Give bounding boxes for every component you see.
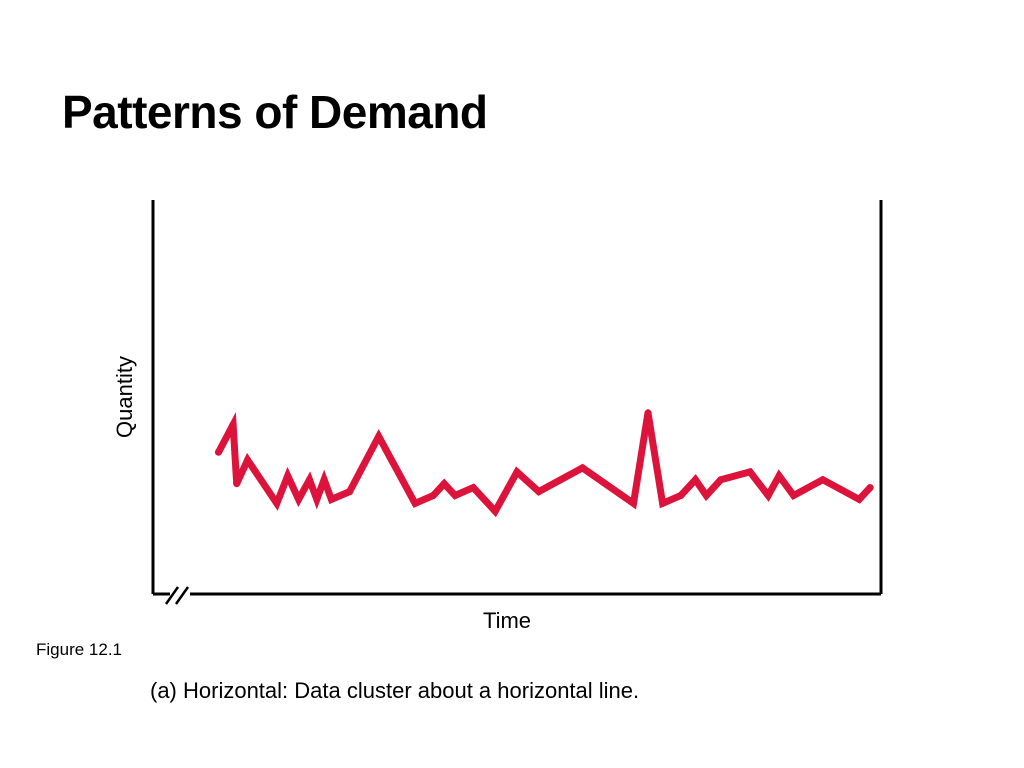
axis-break-gap	[170, 590, 190, 598]
data-point	[215, 448, 222, 456]
data-point	[229, 421, 237, 429]
data-point	[764, 492, 772, 499]
data-point	[677, 492, 685, 499]
data-point	[866, 484, 874, 492]
axis-break-slash-right	[174, 586, 190, 605]
x-axis-label: Time	[483, 608, 531, 633]
data-point	[273, 499, 281, 507]
data-point	[451, 492, 459, 499]
data-point	[819, 476, 827, 484]
y-axis-label: Quantity	[112, 356, 137, 438]
data-point	[429, 492, 437, 499]
data-point	[702, 492, 710, 499]
data-point	[535, 488, 543, 496]
data-point	[320, 476, 328, 484]
data-point	[855, 495, 863, 503]
data-point	[579, 464, 586, 472]
data-point	[717, 476, 725, 484]
data-point	[790, 492, 798, 499]
data-point	[644, 409, 652, 417]
axis-break-mark	[164, 586, 190, 605]
data-point	[233, 480, 241, 488]
demand-series-line	[215, 411, 874, 518]
data-point	[313, 495, 321, 503]
slide-title: Patterns of Demand	[62, 86, 488, 138]
data-point	[513, 468, 521, 476]
data-point	[775, 472, 783, 480]
data-point	[440, 480, 448, 488]
data-point	[691, 476, 699, 484]
data-points	[215, 409, 874, 515]
data-point	[244, 456, 252, 464]
chart-frame	[151, 200, 883, 596]
data-point	[746, 468, 754, 476]
data-point	[659, 499, 667, 507]
data-point	[630, 499, 637, 507]
figure-number: Figure 12.1	[36, 640, 122, 659]
data-point	[469, 484, 477, 492]
figure-caption: (a) Horizontal: Data cluster about a hor…	[150, 678, 640, 703]
data-point	[375, 432, 383, 440]
data-point	[491, 507, 499, 515]
data-point	[295, 495, 303, 503]
data-point	[411, 499, 419, 507]
data-point	[327, 495, 335, 503]
data-point	[346, 488, 354, 496]
data-point	[284, 472, 292, 480]
axis-break-slash-left	[164, 586, 180, 605]
data-point	[306, 476, 313, 484]
